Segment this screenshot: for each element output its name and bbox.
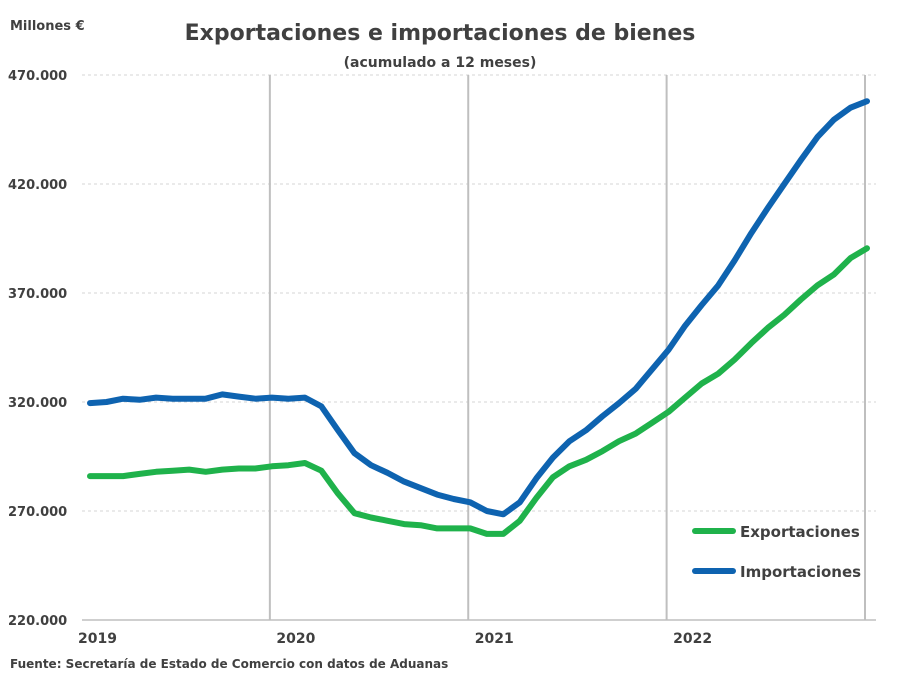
legend-label-importaciones: Importaciones: [740, 563, 861, 581]
y-tick-label: 220.000: [8, 614, 67, 629]
series-line-importaciones: [87, 98, 870, 518]
series-line-exportaciones: [87, 245, 870, 537]
y-tick-label: 270.000: [8, 505, 67, 520]
x-axis-ticks: 2019 2020 2021 2022: [78, 631, 712, 647]
y-tick-label: 420.000: [8, 178, 67, 193]
y-tick-label: 320.000: [8, 396, 67, 411]
x-tick-label: 2022: [673, 631, 712, 647]
y-axis-ticks: 220.000 270.000 320.000 370.000 420.000 470.0…: [8, 69, 67, 629]
gridlines: [82, 74, 876, 621]
legend-label-exportaciones: Exportaciones: [740, 523, 860, 541]
x-tick-label: 2020: [276, 631, 315, 647]
chart-title: Exportaciones e importaciones de bienes: [185, 21, 696, 46]
source-note: Fuente: Secretaría de Estado de Comercio…: [10, 657, 448, 671]
y-tick-label: 370.000: [8, 287, 67, 302]
chart-subtitle: (acumulado a 12 meses): [344, 55, 537, 71]
x-tick-label: 2019: [78, 631, 117, 647]
y-tick-label: 470.000: [8, 69, 67, 84]
x-tick-label: 2021: [475, 631, 514, 647]
y-axis-unit-label: Millones €: [10, 19, 85, 34]
series-lines: [87, 98, 870, 537]
legend: Exportaciones Importaciones: [692, 523, 861, 581]
